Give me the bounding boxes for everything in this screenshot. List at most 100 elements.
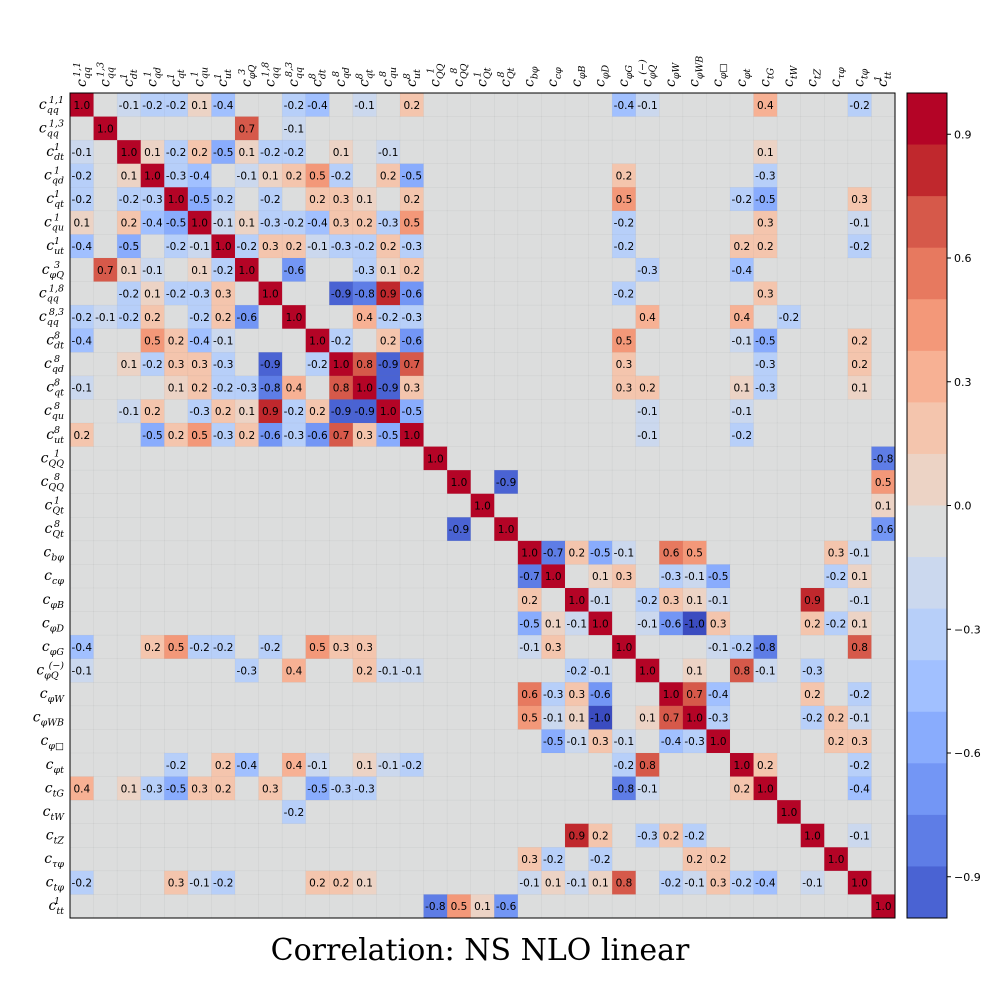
heatmap-cell: [211, 493, 236, 518]
heatmap-cell: [776, 281, 802, 306]
cell-value-label: 1.0: [215, 241, 232, 253]
heatmap-cell: [187, 611, 212, 636]
heatmap-cell: [659, 281, 684, 306]
heatmap-cell: [541, 399, 566, 424]
heatmap-cell: [329, 823, 354, 848]
heatmap-cell: [399, 469, 425, 495]
heatmap-cell: [776, 705, 802, 730]
heatmap-cell: [399, 611, 425, 636]
heatmap-cell: [258, 469, 283, 495]
heatmap-cell: [140, 375, 165, 400]
cell-value-label: -0.2: [284, 807, 305, 819]
cell-value-label: -0.3: [755, 171, 776, 183]
heatmap-cell: [541, 752, 566, 778]
heatmap-cell: [116, 564, 142, 589]
heatmap-cell: [423, 281, 448, 306]
heatmap-cell: [564, 352, 590, 377]
heatmap-cell: [69, 446, 95, 471]
heatmap-cell: [376, 682, 401, 707]
heatmap-cell: [847, 422, 872, 448]
colorbar-tick-label: 0.0: [954, 500, 972, 513]
heatmap-cell: [682, 234, 707, 259]
heatmap-cell: [423, 823, 448, 848]
cell-value-label: 0.2: [356, 666, 373, 678]
heatmap-cell: [611, 705, 637, 730]
column-label: cdt8: [308, 69, 329, 87]
heatmap-cell: [446, 634, 472, 660]
heatmap-cell: [234, 587, 260, 613]
heatmap-cell: [352, 540, 377, 565]
heatmap-cell: [446, 752, 472, 778]
heatmap-cell: [470, 139, 495, 165]
heatmap-cell: [470, 682, 495, 707]
cell-value-label: 0.4: [757, 100, 774, 112]
heatmap-cell: [399, 682, 425, 707]
cell-value-label: 0.2: [215, 760, 232, 772]
heatmap-cell: [729, 469, 755, 495]
heatmap-cell: [329, 799, 354, 825]
heatmap-cell: [116, 870, 142, 895]
heatmap-cell: [446, 658, 472, 683]
cell-value-label: -0.1: [708, 595, 729, 607]
cell-value-label: 0.2: [191, 147, 208, 159]
cell-value-label: -0.1: [802, 878, 823, 890]
heatmap-cell: [494, 634, 519, 660]
heatmap-cell: [494, 281, 519, 306]
heatmap-cell: [93, 187, 118, 212]
heatmap-cell: [682, 210, 707, 235]
heatmap-cell: [847, 139, 872, 165]
heatmap-cell: [494, 705, 519, 730]
heatmap-cell: [776, 894, 802, 919]
row-label: cQQ1: [41, 448, 65, 469]
heatmap-cell: [729, 823, 755, 848]
heatmap-cell: [399, 894, 425, 919]
heatmap-cell: [776, 776, 802, 801]
cell-value-label: 0.2: [851, 359, 868, 371]
row-label: cφt: [46, 757, 64, 776]
heatmap-cell: [423, 705, 448, 730]
row-label: cut1: [46, 236, 64, 257]
heatmap-cell: [706, 116, 731, 141]
cell-value-label: -0.8: [614, 783, 635, 795]
heatmap-cell: [258, 587, 283, 613]
heatmap-cell: [824, 234, 849, 259]
cell-value-label: 1.0: [121, 147, 138, 159]
heatmap-cell: [187, 823, 212, 848]
heatmap-cell: [517, 776, 542, 801]
heatmap-cell: [258, 611, 283, 636]
cell-value-label: 0.1: [592, 878, 609, 890]
cell-value-label: 1.0: [568, 595, 585, 607]
cell-value-label: 0.8: [733, 666, 750, 678]
cell-value-label: 0.2: [710, 854, 727, 866]
heatmap-cell: [423, 634, 448, 660]
cell-value-label: -0.2: [166, 241, 187, 253]
cell-value-label: 0.1: [592, 571, 609, 583]
heatmap-cell: [541, 304, 566, 330]
heatmap-cell: [682, 422, 707, 448]
cell-value-label: 1.0: [498, 524, 515, 536]
cell-value-label: 0.6: [521, 689, 538, 701]
heatmap-cell: [376, 587, 401, 613]
heatmap-cell: [706, 281, 731, 306]
cell-value-label: -0.3: [237, 383, 258, 395]
heatmap-cell: [871, 92, 896, 118]
heatmap-cell: [564, 139, 590, 165]
cell-value-label: 0.3: [356, 430, 373, 442]
row-label: cφWB: [33, 710, 64, 729]
heatmap-cell: [541, 234, 566, 259]
heatmap-cell: [376, 729, 401, 754]
colorbar-band: [907, 144, 947, 197]
heatmap-cell: [659, 658, 684, 683]
heatmap-cell: [329, 493, 354, 518]
heatmap-cell: [611, 304, 637, 330]
column-label: cqq1,8: [260, 62, 281, 87]
cell-value-label: 0.2: [215, 783, 232, 795]
heatmap-cell: [871, 682, 896, 707]
heatmap-cell: [588, 375, 613, 400]
heatmap-cell: [682, 116, 707, 141]
heatmap-cell: [446, 163, 472, 188]
heatmap-cell: [871, 587, 896, 613]
heatmap-cell: [517, 116, 542, 141]
cell-value-label: -0.9: [331, 288, 352, 300]
cell-value-label: 1.0: [427, 453, 444, 465]
